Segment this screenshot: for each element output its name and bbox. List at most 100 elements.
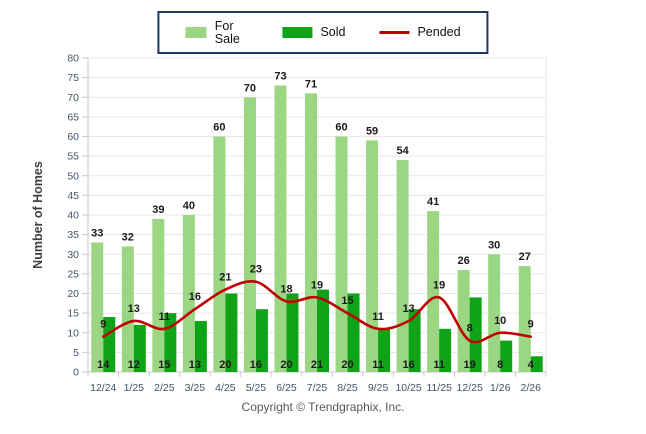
pended-value-label: 19 <box>433 279 445 291</box>
for-sale-value-label: 40 <box>183 200 195 212</box>
for-sale-value-label: 27 <box>519 251 531 263</box>
sold-value-label: 20 <box>219 359 231 371</box>
y-tick-label: 45 <box>67 190 79 202</box>
pended-value-label: 21 <box>219 272 231 284</box>
pended-line <box>101 280 533 344</box>
bar-sold <box>286 293 299 372</box>
bar-for-sale <box>366 140 379 372</box>
bar-sold <box>500 340 513 372</box>
pended-value-label: 19 <box>311 279 323 291</box>
y-tick-label: 80 <box>67 53 79 65</box>
y-tick-label: 55 <box>67 151 79 163</box>
legend-bar-swatch <box>282 27 313 38</box>
sold-value-label: 11 <box>372 359 384 371</box>
for-sale-value-label: 33 <box>91 227 103 239</box>
pended-value-label: 9 <box>528 319 534 331</box>
sold-value-label: 8 <box>497 359 503 371</box>
bar-sold <box>408 309 421 372</box>
value-labels: 33 32 39 40 60 70 73 71 60 59 54 41 26 30 27 14 12 15 13 20… <box>91 70 535 371</box>
bar-for-sale <box>274 85 287 372</box>
pended-value-label: 13 <box>128 303 140 315</box>
bar-for-sale <box>243 97 256 372</box>
bar-for-sale <box>335 136 348 372</box>
legend-label: For Sale <box>214 19 240 46</box>
pended-value-label: 23 <box>250 264 262 276</box>
sold-value-label: 12 <box>128 359 140 371</box>
legend-item-sold: Sold <box>282 26 345 39</box>
legend-line-swatch <box>379 31 410 34</box>
axis-tick-labels: 0 5 10 15 20 25 30 35 40 45 50 55 60 65 70 75 80 12/24 1/2… <box>67 53 541 395</box>
bar-for-sale <box>488 254 501 372</box>
bar-for-sale <box>152 218 165 372</box>
for-sale-value-label: 26 <box>458 255 470 267</box>
x-tick-label: 2/26 <box>521 382 542 394</box>
y-tick-label: 25 <box>67 268 79 280</box>
pended-value-label: 9 <box>100 319 106 331</box>
sold-value-label: 4 <box>528 359 535 371</box>
sold-value-label: 16 <box>402 359 414 371</box>
bar-sold <box>317 289 329 372</box>
sold-value-label: 13 <box>189 359 201 371</box>
y-tick-label: 15 <box>67 308 79 320</box>
series-pended-line <box>101 280 533 344</box>
y-tick-label: 50 <box>67 170 79 182</box>
x-tick-label: 6/25 <box>276 382 297 394</box>
bar-for-sale <box>427 211 440 372</box>
bar-sold <box>469 297 482 372</box>
x-tick-label: 9/25 <box>368 382 389 394</box>
bar-sold <box>378 328 391 372</box>
pended-value-label: 15 <box>341 295 353 307</box>
legend-item-for-sale: For Sale <box>185 20 248 45</box>
legend-item-pended: Pended <box>379 25 461 40</box>
for-sale-value-label: 41 <box>427 196 439 208</box>
sold-value-label: 11 <box>433 359 445 371</box>
x-tick-label: 7/25 <box>307 382 328 394</box>
pended-value-label: 16 <box>189 291 201 303</box>
legend-label: Sold <box>320 25 346 40</box>
bar-sold <box>439 328 452 372</box>
series-sold-bars <box>103 289 543 372</box>
legend: For Sale Sold Pended <box>157 11 489 54</box>
y-tick-label: 5 <box>73 347 79 359</box>
x-tick-label: 3/25 <box>185 382 206 394</box>
y-tick-label: 0 <box>73 367 79 379</box>
sold-value-label: 14 <box>97 359 110 371</box>
sold-value-label: 15 <box>158 359 170 371</box>
y-tick-label: 30 <box>67 249 79 261</box>
pended-value-label: 8 <box>467 323 473 335</box>
x-tick-label: 12/24 <box>90 382 116 394</box>
sold-value-label: 20 <box>280 359 292 371</box>
copyright-text: Copyright © Trendgraphix, Inc. <box>241 400 405 414</box>
pended-value-label: 13 <box>402 303 414 315</box>
for-sale-value-label: 39 <box>152 204 164 216</box>
for-sale-value-label: 54 <box>396 145 409 157</box>
sold-value-label: 20 <box>341 359 353 371</box>
for-sale-value-label: 30 <box>488 239 500 251</box>
pended-value-label: 18 <box>280 283 292 295</box>
x-tick-label: 4/25 <box>215 382 236 394</box>
y-tick-label: 75 <box>67 72 79 84</box>
x-tick-label: 10/25 <box>395 382 421 394</box>
y-tick-label: 70 <box>67 92 79 104</box>
y-tick-label: 10 <box>67 327 79 339</box>
bar-sold <box>133 324 146 372</box>
for-sale-value-label: 70 <box>244 82 256 94</box>
for-sale-value-label: 73 <box>274 70 286 82</box>
bar-for-sale <box>182 215 195 372</box>
x-tick-label: 1/26 <box>490 382 511 394</box>
pended-value-label: 11 <box>159 311 171 323</box>
legend-bar-swatch <box>185 27 207 38</box>
legend-label: Pended <box>417 25 461 40</box>
x-tick-label: 8/25 <box>337 382 358 394</box>
x-tick-label: 1/25 <box>124 382 145 394</box>
bar-sold <box>194 320 207 372</box>
pended-value-label: 11 <box>372 311 384 323</box>
y-tick-label: 65 <box>67 111 79 123</box>
for-sale-value-label: 32 <box>122 231 134 243</box>
bar-sold <box>255 309 268 372</box>
bar-for-sale <box>518 266 531 372</box>
bar-for-sale <box>396 160 409 372</box>
y-tick-label: 35 <box>67 229 79 241</box>
